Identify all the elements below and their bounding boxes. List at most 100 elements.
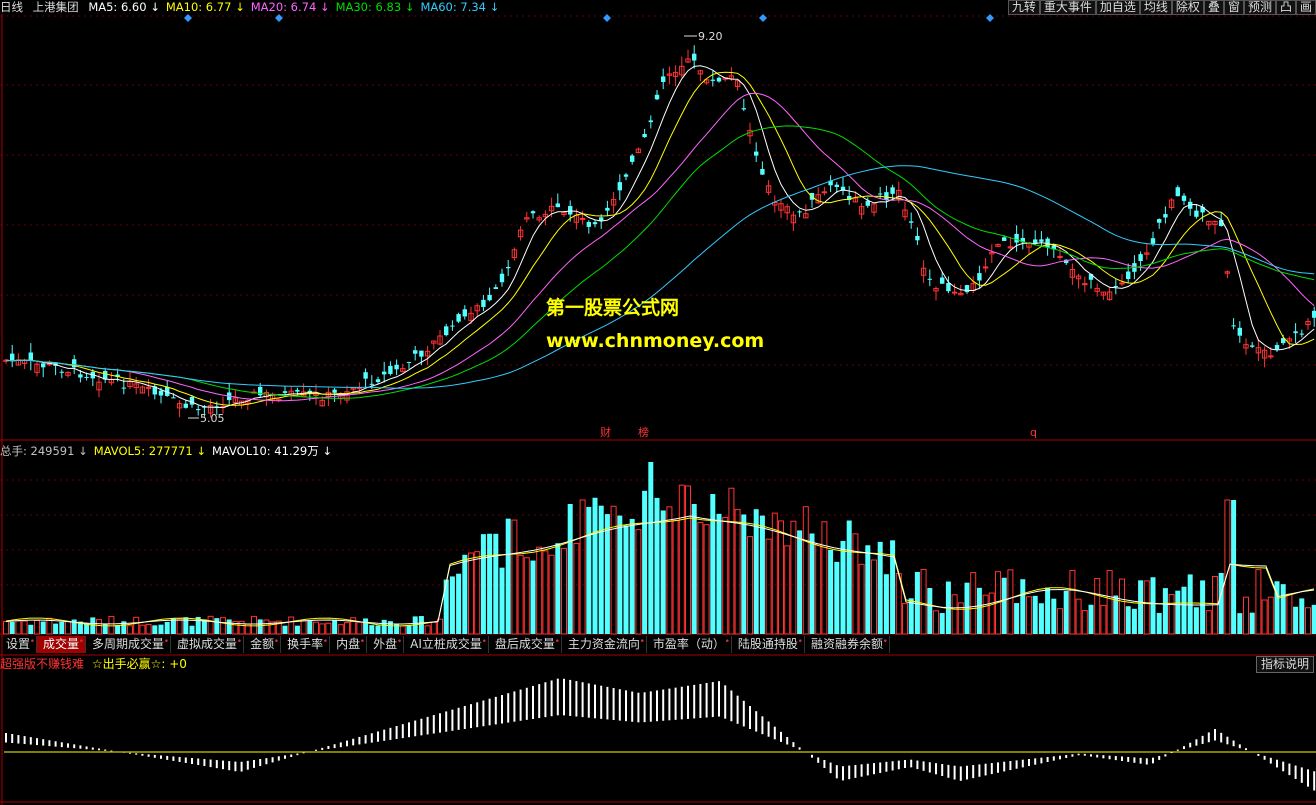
candle-body: [1293, 331, 1298, 334]
chart-header: 日线 上港集团 MA5: 6.60 ↓ MA10: 6.77 ↓ MA20: 6.7…: [0, 0, 511, 14]
volume-bar: [1100, 604, 1107, 635]
volume-bar: [1255, 569, 1262, 635]
ma10-line: [5, 71, 1315, 406]
volume-bar: [623, 525, 629, 634]
candle-body: [165, 386, 170, 396]
candle-body: [369, 383, 374, 385]
candle-body: [1274, 344, 1280, 350]
indicator-tab[interactable]: 市盈率（动） •: [647, 636, 732, 653]
indicator-tab-label: 主力资金流向: [567, 637, 640, 651]
indicator-header: 超强版不赚钱难 ☆出手必赢☆: +0: [0, 657, 187, 672]
ma60-line: [5, 165, 1315, 389]
volume-bar: [685, 485, 691, 635]
volume-bar: [363, 618, 369, 634]
volume-bar: [319, 623, 326, 635]
toolbar-button[interactable]: 窗: [1223, 0, 1244, 15]
candle-body: [1075, 275, 1082, 280]
indicator-tab[interactable]: 陆股通持股 •: [732, 636, 805, 653]
volume-bar: [332, 619, 338, 634]
indicator-help-button[interactable]: 指标说明: [1255, 656, 1314, 673]
indicator-value: ☆出手必赢☆: +0: [91, 657, 187, 671]
indicator-tab[interactable]: 盘后成交量 •: [489, 636, 562, 653]
watermark-url: www.chnmoney.com: [546, 330, 765, 352]
toolbar-button[interactable]: 加自选: [1095, 0, 1140, 15]
volume-bar: [939, 613, 945, 634]
volume-bar: [1280, 584, 1286, 634]
volume-bar: [759, 515, 765, 634]
indicator-tab[interactable]: 多周期成交量 •: [86, 636, 172, 653]
candle-body: [517, 229, 524, 238]
candle-body: [263, 392, 270, 398]
indicator-tab-label: 换手率: [287, 637, 324, 651]
tab-marker-icon: •: [396, 637, 403, 647]
candle-body: [734, 80, 741, 87]
indicator-tab[interactable]: 成交量 •: [37, 636, 87, 653]
candle-body: [765, 185, 772, 193]
candle-body: [871, 203, 877, 213]
indicator-tab[interactable]: AI立桩成交量 •: [404, 636, 489, 653]
candle-body: [1206, 220, 1212, 226]
ma30-line: [5, 125, 1315, 399]
candle-body: [760, 168, 765, 175]
volume-bar: [753, 509, 759, 634]
volume-bar: [964, 582, 970, 634]
volume-bar: [1181, 586, 1187, 634]
toolbar-button[interactable]: 预测: [1243, 0, 1276, 15]
volume-bar: [201, 619, 207, 634]
indicator-tab[interactable]: 主力资金流向 •: [562, 636, 647, 653]
volume-bar: [195, 616, 201, 634]
candle-body: [599, 217, 604, 221]
candle-body: [635, 148, 642, 154]
toolbar-button[interactable]: 重大事件: [1039, 0, 1096, 15]
toolbar-button[interactable]: 叠: [1203, 0, 1224, 15]
indicator-tab[interactable]: 换手率 •: [281, 636, 331, 653]
toolbar-button[interactable]: 九转: [1007, 0, 1040, 15]
toolbar-button[interactable]: 除权: [1171, 0, 1204, 15]
volume-bar: [890, 540, 896, 634]
tab-marker-icon: •: [724, 637, 730, 647]
toolbar-button[interactable]: 画: [1295, 0, 1316, 15]
indicator-tab-label: 内盘: [336, 637, 361, 651]
volume-bar: [1106, 569, 1113, 635]
indicator-tab[interactable]: 内盘 •: [330, 636, 368, 653]
tab-marker-icon: •: [29, 637, 36, 647]
volume-bar: [387, 621, 393, 634]
candle-body: [139, 386, 146, 394]
volume-bar: [858, 563, 865, 635]
volume-bar: [988, 592, 995, 635]
indicator-tab[interactable]: 金额 •: [244, 636, 282, 653]
candle-body: [511, 249, 518, 259]
volume-bar: [1162, 588, 1168, 634]
candle-body: [1126, 271, 1131, 280]
volume-bar: [629, 518, 635, 634]
volume-bar: [1311, 604, 1316, 634]
volume-bar: [282, 625, 288, 634]
volume-bar: [586, 506, 592, 634]
volume-bar: [734, 508, 741, 635]
candle-body: [797, 211, 802, 213]
volume-bar: [381, 619, 387, 634]
toolbar-button[interactable]: 凸: [1275, 0, 1296, 15]
indicator-tab-label: 设置: [6, 637, 31, 651]
event-marker-icon: [603, 14, 611, 22]
indicator-tab[interactable]: 外盘 •: [367, 636, 405, 653]
candle-body: [834, 184, 839, 187]
candle-body: [592, 222, 598, 225]
candle-body: [1113, 285, 1118, 287]
candle-body: [679, 65, 685, 76]
indicator-tab[interactable]: 虚拟成交量 •: [171, 636, 245, 653]
volume-bar: [797, 530, 803, 634]
candle-body: [1045, 238, 1050, 248]
volume-bar: [1038, 603, 1044, 634]
indicator-tab[interactable]: 设置 •: [0, 636, 38, 653]
volume-bar: [65, 620, 71, 635]
period-label[interactable]: 日线: [0, 0, 23, 14]
indicator-tab[interactable]: 融资融券余额 •: [805, 636, 890, 653]
volume-bar: [480, 534, 486, 634]
volume-bar: [77, 621, 83, 634]
volume-bar: [970, 572, 977, 635]
toolbar-button[interactable]: 均线: [1139, 0, 1172, 15]
candle-body: [995, 244, 1001, 247]
candle-body: [542, 213, 549, 218]
